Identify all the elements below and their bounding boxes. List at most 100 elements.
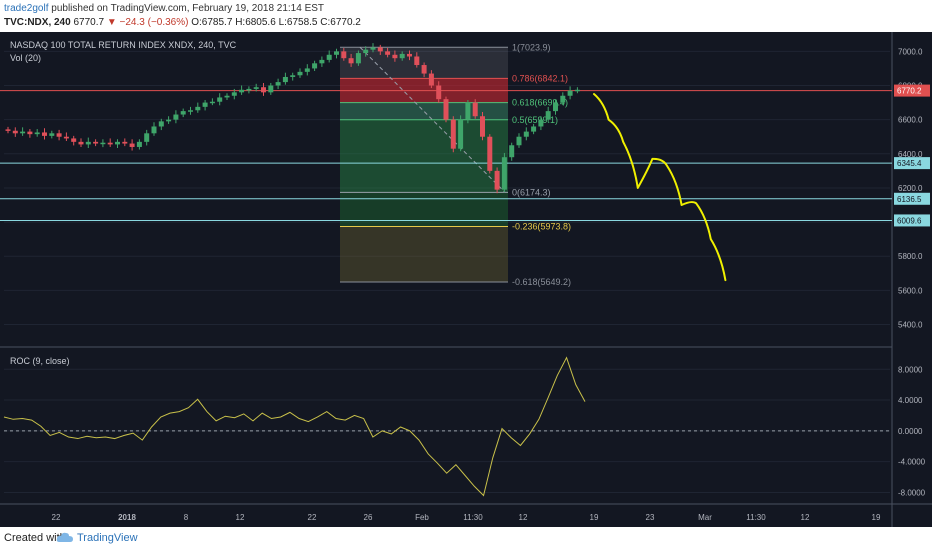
price-tick-6: 6600.0 xyxy=(898,116,923,125)
time-tick-2: 8 xyxy=(184,513,189,522)
candle-body-61 xyxy=(450,119,456,149)
low-value: L:6758.5 xyxy=(278,17,318,28)
fib-zone-4 xyxy=(340,192,508,227)
fib-label-1: 0.786(6842.1) xyxy=(512,73,568,83)
roc-tick-3: -4.0000 xyxy=(898,458,926,467)
candle-body-32 xyxy=(239,89,245,93)
chart-area[interactable]: 1(7023.9) 0.786(6842.1) 0.618(6699.4) 0.5(6… xyxy=(0,32,932,527)
candle-body-22 xyxy=(166,119,172,122)
candle-body-40 xyxy=(297,71,303,76)
candle-body-78 xyxy=(574,89,580,92)
price-tick-0: 5400.0 xyxy=(898,321,923,330)
down-arrow-icon: ▼ xyxy=(106,17,117,28)
time-tick-11: Mar xyxy=(698,513,712,522)
time-axis: 22 2018 8 12 22 26 Feb 11:30 12 19 23 Mar 11:30 12 19 xyxy=(52,513,881,522)
roc-indicator xyxy=(3,356,586,497)
candle-body-73 xyxy=(538,119,544,127)
time-tick-12: 11:30 xyxy=(746,513,766,522)
time-tick-14: 19 xyxy=(872,513,881,522)
forecast-drawing[interactable] xyxy=(593,93,727,282)
candle-body-70 xyxy=(516,136,522,146)
candle-body-15 xyxy=(115,141,120,145)
candle-body-23 xyxy=(173,114,179,120)
price-tick-1: 5600.0 xyxy=(898,286,923,295)
footer: Created with TradingView xyxy=(0,527,932,550)
time-tick-9: 19 xyxy=(590,513,599,522)
candle-body-69 xyxy=(509,145,515,158)
fib-trend-line xyxy=(359,46,506,193)
candle-body-12 xyxy=(93,141,99,144)
fib-label-5: -0.236(5973.8) xyxy=(512,222,571,232)
candle-body-24 xyxy=(180,111,186,115)
time-tick-10: 23 xyxy=(646,513,655,522)
candle-body-51 xyxy=(377,47,383,52)
horizontal-levels[interactable] xyxy=(0,90,892,221)
candle-body-49 xyxy=(363,49,369,54)
price-label-bg-1 xyxy=(894,157,930,170)
tradingview-cloud-icon xyxy=(56,531,74,546)
time-tick-13: 12 xyxy=(801,513,810,522)
candle-body-20 xyxy=(151,126,157,134)
publish-line: trade2golf published on TradingView.com,… xyxy=(4,3,324,14)
symbol-ohlc-line: TVC:NDX, 240 6770.7 ▼ −24.3 (−0.36%) O:6… xyxy=(4,17,361,28)
tradingview-brand[interactable]: TradingView xyxy=(77,532,138,544)
symbol-label: TVC:NDX, 240 xyxy=(4,17,71,28)
candle-body-77 xyxy=(567,90,573,96)
price-label-3: 6009.6 xyxy=(897,216,922,225)
candle-body-2 xyxy=(20,131,26,134)
candle-body-37 xyxy=(275,82,281,86)
price-label-bg-2 xyxy=(894,192,930,205)
time-tick-8: 12 xyxy=(519,513,528,522)
price-tick-2: 5800.0 xyxy=(898,252,923,261)
created-with-text: Created with xyxy=(4,532,66,544)
publisher-header: trade2golf published on TradingView.com,… xyxy=(0,0,932,32)
candle-body-36 xyxy=(268,85,274,93)
chart-svg[interactable]: 1(7023.9) 0.786(6842.1) 0.618(6699.4) 0.5(6… xyxy=(0,32,932,527)
candle-body-8 xyxy=(63,136,69,139)
fib-label-6: -0.618(5649.2) xyxy=(512,277,571,287)
candle-body-54 xyxy=(399,53,405,59)
last-price: 6770.7 xyxy=(73,17,105,28)
candle-body-63 xyxy=(465,102,471,120)
candle-body-59 xyxy=(436,85,442,100)
candlestick-series xyxy=(5,43,580,194)
candle-body-29 xyxy=(217,97,223,102)
candle-body-28 xyxy=(209,101,215,104)
candle-body-1 xyxy=(12,130,18,134)
candle-body-43 xyxy=(319,59,325,64)
close-value: C:6770.2 xyxy=(320,17,361,28)
candle-body-53 xyxy=(392,54,398,59)
high-value: H:6805.6 xyxy=(235,17,276,28)
candle-body-45 xyxy=(334,51,339,55)
candle-body-42 xyxy=(312,63,318,69)
candle-body-5 xyxy=(42,132,47,136)
candle-body-18 xyxy=(136,141,142,147)
candle-body-41 xyxy=(304,68,310,72)
candle-body-10 xyxy=(78,141,84,145)
publisher-name[interactable]: trade2golf xyxy=(4,3,49,14)
main-title: NASDAQ 100 TOTAL RETURN INDEX XNDX, 240,… xyxy=(10,40,237,50)
candle-body-31 xyxy=(231,92,237,96)
candle-body-64 xyxy=(472,102,478,117)
candle-body-46 xyxy=(341,51,347,59)
candle-body-25 xyxy=(188,110,193,112)
candle-body-71 xyxy=(523,131,529,137)
time-tick-1: 2018 xyxy=(118,513,136,522)
candle-body-57 xyxy=(421,65,427,74)
candle-body-26 xyxy=(195,106,201,111)
candle-body-74 xyxy=(545,111,551,120)
published-text: published on TradingView.com, February 1… xyxy=(51,3,325,14)
price-tick-4: 6200.0 xyxy=(898,184,923,193)
candle-body-65 xyxy=(480,116,485,137)
candle-body-9 xyxy=(71,138,77,142)
fib-label-0: 1(7023.9) xyxy=(512,42,551,52)
candle-body-19 xyxy=(144,133,150,142)
roc-line xyxy=(3,356,586,497)
candle-body-48 xyxy=(355,53,361,64)
candle-body-47 xyxy=(348,58,354,64)
candle-body-67 xyxy=(494,170,500,190)
candle-body-30 xyxy=(224,95,230,98)
candle-body-44 xyxy=(326,54,332,60)
price-axes: 5400.05600.05800.06000.06200.06400.06600… xyxy=(894,47,930,497)
price-change: −24.3 (−0.36%) xyxy=(119,17,189,28)
